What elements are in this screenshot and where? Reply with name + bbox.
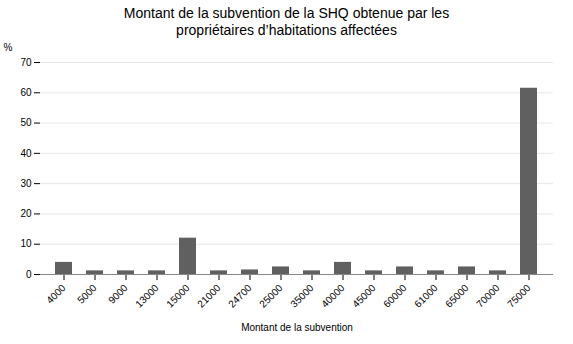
svg-text:50: 50 (20, 117, 32, 128)
svg-text:15000: 15000 (164, 282, 192, 310)
svg-text:5000: 5000 (75, 282, 99, 306)
svg-text:%: % (4, 42, 13, 53)
svg-text:65000: 65000 (443, 282, 471, 310)
svg-text:24700: 24700 (226, 282, 254, 310)
svg-text:13000: 13000 (133, 282, 161, 310)
svg-text:25000: 25000 (257, 282, 285, 310)
svg-text:45000: 45000 (350, 282, 378, 310)
svg-text:70000: 70000 (474, 282, 502, 310)
svg-text:20: 20 (20, 208, 32, 219)
svg-text:21000: 21000 (195, 282, 223, 310)
svg-text:4000: 4000 (44, 282, 68, 306)
svg-text:10: 10 (20, 238, 32, 249)
svg-text:60000: 60000 (381, 282, 409, 310)
svg-text:0: 0 (26, 269, 32, 280)
svg-text:70: 70 (20, 57, 32, 68)
html-text:Montant de la subvention de la: Montant de la subvention de la SHQ obten… (123, 5, 450, 38)
svg-text:60: 60 (20, 87, 32, 98)
svg-text:40000: 40000 (319, 282, 347, 310)
svg-text:30: 30 (20, 178, 32, 189)
svg-text:35000: 35000 (288, 282, 316, 310)
svg-text:75000: 75000 (505, 282, 533, 310)
svg-text:40: 40 (20, 148, 32, 159)
svg-text:61000: 61000 (412, 282, 440, 310)
svg-text:9000: 9000 (106, 282, 130, 306)
svg-text:Montant de la subvention: Montant de la subvention (241, 322, 353, 333)
